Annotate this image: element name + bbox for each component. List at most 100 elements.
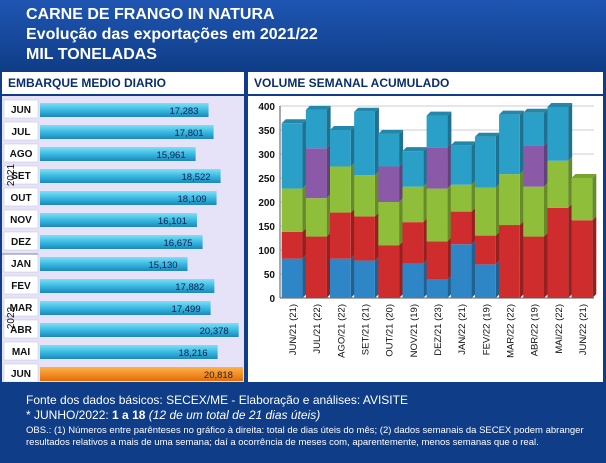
bar-segment [402,263,424,298]
bar-segment [378,133,400,167]
bar-value-label: 18,216 [179,348,208,359]
x-tick-label: MAI/22 (22) [554,304,565,354]
bar-top-face [402,147,428,152]
bar-top-face [450,141,476,146]
bar [40,367,243,381]
bar-segment-side [471,180,476,212]
bar-segment-side [423,218,428,264]
bar-segment [354,175,375,217]
bar-segment [474,187,496,236]
bar-segment [547,160,569,208]
bar [40,235,203,249]
bar-segment-side [350,162,355,213]
bar-segment [523,186,545,237]
bar-segment-side [519,110,524,175]
weekly-volume-panel: 0 50 100 150 200 250 300 350 400 JUN/21 (21) JUL/2… [248,96,603,382]
bar-segment-side [302,227,307,259]
bar-segment-side [544,108,549,146]
bar-segment [450,184,472,212]
bar-top-face [547,102,573,107]
y-tick-label: 150 [258,222,275,233]
x-tick-label: JUL/21 (22) [312,304,323,354]
year-group-label: 2021 [6,163,17,186]
category-label-box [3,121,39,141]
bar-segment-side [326,194,331,237]
bar-segment-side [495,132,500,188]
bar-segment-side [568,203,573,298]
bar [40,301,211,315]
x-tick-label: DEZ/21 (23) [433,304,444,356]
bar-segment [499,225,520,298]
y-tick-label: 400 [258,102,275,113]
bar-segment [329,258,351,298]
bar-segment [281,188,303,232]
source-note: Fonte dos dados básicos: SECEX/ME - Elab… [26,393,408,407]
bar-top-face [378,129,404,134]
category-label-box [3,319,39,339]
bar-top-face [426,111,452,116]
category-label-box [3,165,39,185]
bar-segment [426,279,448,298]
bar-segment [354,216,375,261]
bar [40,147,196,161]
bar-value-label: 17,283 [169,106,198,117]
category-label-box [3,341,39,361]
bar-segment-side [350,254,355,298]
bar-value-label: 20,818 [204,370,233,381]
bar-top-face [354,107,379,112]
category-label: JUL [12,127,31,138]
bar-segment [474,264,496,298]
bar-segment [281,258,303,298]
bar-segment [354,260,375,298]
y-tick-label: 0 [269,294,275,305]
bar-segment [281,123,303,189]
bar-top-face [523,108,549,113]
category-label: MAR [10,303,34,314]
bar-segment-side [374,212,379,261]
bar-segment-side [447,184,452,242]
bar-segment [450,211,472,245]
bar-segment-side [399,198,404,246]
bar-value-label: 17,499 [172,304,201,315]
bar-value-label: 18,109 [178,194,207,205]
category-label-box [3,275,39,295]
bar-segment-side [592,216,597,298]
bar-segment [499,174,520,226]
bar-value-label: 17,801 [174,128,203,139]
period-label: * JUNHO/2022: [26,408,113,422]
bar [40,169,221,183]
bar-segment [426,241,448,280]
observations-note: OBS.: (1) Números entre parênteses no gr… [26,425,584,448]
y-tick-label: 300 [258,150,275,161]
bar-segment [305,109,327,149]
x-tick-label: MAR/22 (22) [505,304,516,358]
bar-segment-side [302,119,307,189]
bar-segment [523,145,545,187]
bar [40,191,217,205]
bar [40,279,215,293]
category-label-box [3,209,39,229]
bar-value-label: 17,882 [175,282,204,293]
bar-segment-side [423,182,428,223]
period-workdays: (12 de um total de 21 dias úteis) [148,408,321,422]
header-units: MIL TONELADAS [26,46,157,63]
y-tick-label: 250 [258,174,275,185]
bar-segment [378,202,400,246]
period-days: 1 a 18 [112,408,146,422]
bar-segment [426,188,448,242]
bar-segment [523,112,545,146]
bar [40,345,218,359]
bar-segment-side [495,183,500,236]
bar-top-face [474,132,500,137]
x-tick-label: NOV/21 (19) [409,304,420,357]
y-tick-label: 200 [258,198,275,209]
category-label: SET [11,171,30,182]
category-label: JAN [11,259,31,270]
bar-segment [547,106,569,161]
x-tick-label: JUN/21 (21) [288,304,299,355]
bar-segment-side [374,256,379,298]
bar-segment [281,231,303,259]
y-tick-label: 350 [258,126,275,137]
header-title: CARNE DE FRANGO IN NATURA [26,6,275,23]
